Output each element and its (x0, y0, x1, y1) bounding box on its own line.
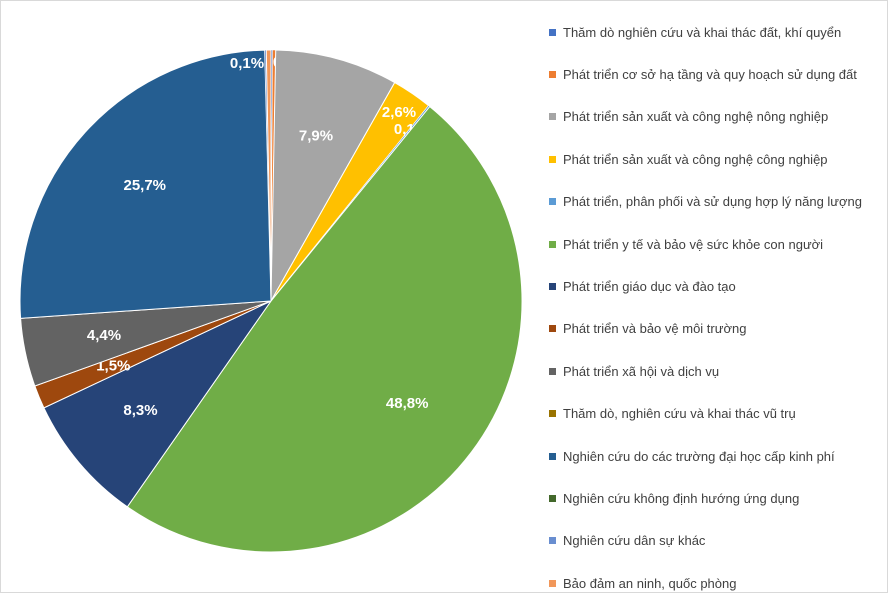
legend-swatch (549, 410, 556, 418)
legend-item: Nghiên cứu do các trường đại học cấp kin… (549, 435, 885, 477)
legend-item: Phát triển xã hội và dịch vụ (549, 350, 885, 392)
legend-label: Phát triển y tế và bảo vệ sức khỏe con n… (563, 236, 824, 252)
pie-slice (265, 49, 272, 302)
pie-slice (43, 299, 273, 508)
legend-item: Phát triển sản xuất và công nghệ công ng… (549, 138, 885, 180)
data-label: 25,7% (123, 177, 166, 194)
legend-label: Nghiên cứu do các trường đại học cấp kin… (563, 448, 835, 464)
legend-label: Thăm dò nghiên cứu và khai thác đất, khí… (563, 24, 842, 40)
data-label: 0,1% (230, 55, 264, 72)
legend-swatch (549, 367, 556, 375)
legend-item: Phát triển sản xuất và công nghệ nông ng… (549, 96, 885, 138)
legend-label: Phát triển giáo dục và đào tạo (563, 279, 736, 295)
pie-slice (270, 49, 396, 302)
pie-slice (19, 49, 272, 319)
legend-swatch (549, 113, 556, 121)
legend-swatch (549, 240, 556, 248)
legend: Thăm dò nghiên cứu và khai thác đất, khí… (549, 11, 885, 604)
legend-label: Phát triển sản xuất và công nghệ công ng… (563, 151, 828, 167)
legend-swatch (549, 325, 556, 333)
legend-label: Bảo đảm an ninh, quốc phòng (563, 575, 737, 591)
legend-item: Phát triển, phân phối và sử dụng hợp lý … (549, 181, 885, 223)
data-label: 2,6% (382, 104, 416, 121)
legend-item: Nghiên cứu không định hướng ứng dụng (549, 477, 885, 519)
data-label: 7,9% (299, 127, 333, 144)
legend-item: Phát triển cơ sở hạ tầng và quy hoạch sử… (549, 53, 885, 95)
legend-item: Phát triển giáo dục và đào tạo (549, 265, 885, 307)
legend-label: Nghiên cứu dân sự khác (563, 533, 706, 549)
legend-item: Bảo đảm an ninh, quốc phòng (549, 562, 885, 604)
legend-swatch (549, 494, 556, 502)
legend-label: Phát triển xã hội và dịch vụ (563, 363, 720, 379)
legend-swatch (549, 537, 556, 545)
legend-label: Phát triển sản xuất và công nghệ nông ng… (563, 109, 829, 125)
legend-label: Phát triển, phân phối và sử dụng hợp lý … (563, 194, 862, 210)
legend-swatch (549, 155, 556, 163)
legend-label: Thăm dò, nghiên cứu và khai thác vũ trụ (563, 406, 796, 422)
pie-slice (126, 105, 523, 553)
pie-chart: 0,2%7,9%2,6%0,1%48,8%8,3%1,5%4,4%25,7%0,… (19, 49, 523, 553)
legend-item: Nghiên cứu dân sự khác (549, 520, 885, 562)
data-label: 1,5% (96, 357, 130, 374)
legend-swatch (549, 198, 556, 206)
legend-item: Thăm dò nghiên cứu và khai thác đất, khí… (549, 11, 885, 53)
legend-label: Phát triển và bảo vệ môi trường (563, 321, 747, 337)
legend-swatch (549, 283, 556, 291)
legend-item: Phát triển và bảo vệ môi trường (549, 308, 885, 350)
data-label: 8,3% (123, 402, 157, 419)
legend-item: Phát triển y tế và bảo vệ sức khỏe con n… (549, 223, 885, 265)
legend-label: Phát triển cơ sở hạ tầng và quy hoạch sử… (563, 67, 857, 83)
legend-swatch (549, 452, 556, 460)
legend-item: Thăm dò, nghiên cứu và khai thác vũ trụ (549, 393, 885, 435)
data-label: 4,4% (87, 327, 121, 344)
legend-swatch (549, 579, 556, 587)
legend-swatch (549, 71, 556, 79)
legend-label: Nghiên cứu không định hướng ứng dụng (563, 490, 800, 506)
legend-swatch (549, 28, 556, 36)
data-label: 48,8% (386, 395, 429, 412)
